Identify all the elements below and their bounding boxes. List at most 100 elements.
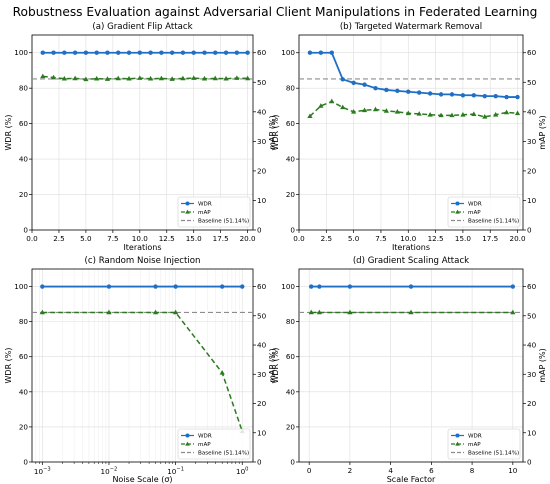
x-tick-label: 4 <box>388 466 393 475</box>
legend-marker <box>185 441 190 446</box>
data-point-map <box>340 104 346 110</box>
data-point-wdr <box>408 284 414 289</box>
y2-tick-label: 40 <box>527 107 537 116</box>
legend: WDR mAP Baseline (51.14%) <box>447 196 521 228</box>
x-tick-label: 15.0 <box>186 234 202 243</box>
legend-box <box>447 428 521 460</box>
y2-axis-label: mAP (%) <box>268 115 277 149</box>
x-tick-label: 2.5 <box>53 234 64 243</box>
data-point-wdr <box>94 50 99 55</box>
data-point-map <box>449 112 455 118</box>
data-point-wdr <box>40 284 45 289</box>
x-tick-label: 10−3 <box>34 467 51 477</box>
y-tick-label: 80 <box>286 317 296 326</box>
y-tick-label: 60 <box>286 352 296 361</box>
data-point-map <box>94 75 100 81</box>
data-point-map <box>347 309 353 315</box>
y-tick-label: 20 <box>19 422 29 431</box>
y2-tick-label: 20 <box>527 166 537 175</box>
legend-box <box>447 196 521 228</box>
y-tick-label: 100 <box>281 282 295 291</box>
legend: WDR mAP Baseline (51.14%) <box>177 196 251 228</box>
data-point-wdr <box>460 93 466 98</box>
y-axis-label: WDR (%) <box>271 114 280 150</box>
data-point-wdr <box>40 50 45 55</box>
y2-tick-label: 10 <box>257 196 267 205</box>
series-line-map <box>42 75 248 81</box>
series-line-map <box>42 311 243 432</box>
y-tick-label: 60 <box>19 352 29 361</box>
data-point-map <box>383 108 390 113</box>
y-axis-label: WDR (%) <box>4 114 13 150</box>
legend-label: mAP <box>468 210 481 216</box>
data-point-wdr <box>438 92 444 97</box>
x-tick-label: 6 <box>429 466 434 475</box>
data-point-map <box>329 98 335 104</box>
legend-label: WDR <box>198 434 212 440</box>
data-point-map <box>126 75 132 81</box>
panel-3: 10−3 10−2 10−1 100 0 20 40 60 80 100 0 10 20 30 40 50 60… <box>4 256 277 484</box>
data-point-map <box>39 309 45 315</box>
y2-tick-label: 20 <box>257 166 267 175</box>
y2-tick-label: 60 <box>257 282 267 291</box>
y2-tick-label: 40 <box>527 341 537 350</box>
y2-tick-label: 20 <box>527 399 537 408</box>
data-point-map <box>514 110 521 116</box>
legend-label: WDR <box>468 202 482 208</box>
data-point-map <box>504 109 510 115</box>
data-point-wdr <box>116 50 121 55</box>
data-point-wdr <box>83 50 89 55</box>
y2-tick-label: 20 <box>257 399 267 408</box>
data-point-wdr <box>510 284 516 289</box>
x-tick-label: 100 <box>236 467 248 477</box>
data-point-wdr <box>395 88 400 94</box>
data-point-wdr <box>169 50 175 55</box>
data-point-wdr <box>240 284 245 289</box>
legend-label: Baseline (51.14%) <box>468 451 519 457</box>
data-point-map <box>40 73 46 79</box>
data-point-wdr <box>105 50 110 55</box>
data-point-wdr <box>406 89 411 94</box>
data-point-map <box>318 103 324 108</box>
legend-marker <box>455 433 460 438</box>
panel-2: 0.0 2.5 5.0 7.5 10.0 12.5 15.0 17.5 20.002040608… <box>271 22 547 252</box>
data-point-map <box>137 75 143 80</box>
panel-1: 0.0 2.5 5.0 7.5 10.0 12.5 15.0 17.5 20.002040608… <box>4 22 277 252</box>
y-tick-label: 20 <box>19 190 29 199</box>
y-tick-label: 0 <box>23 458 28 467</box>
y2-tick-label: 50 <box>257 311 267 320</box>
data-point-map <box>152 309 159 315</box>
axes-frame <box>31 268 254 463</box>
data-point-map <box>212 75 218 81</box>
y2-tick-label: 0 <box>257 458 262 467</box>
data-point-wdr <box>72 50 78 55</box>
data-point-map <box>115 75 121 81</box>
legend-label: WDR <box>468 434 482 440</box>
data-point-map <box>427 111 433 117</box>
y2-tick-label: 40 <box>257 107 267 116</box>
data-point-wdr <box>307 50 313 55</box>
figure-title: Robustness Evaluation against Adversaria… <box>13 5 538 19</box>
x-axis-label: Iterations <box>392 243 430 252</box>
data-point-map <box>308 309 314 315</box>
data-point-wdr <box>340 77 345 82</box>
data-point-map <box>394 109 400 114</box>
data-point-map <box>191 75 197 80</box>
data-point-map <box>219 370 225 375</box>
data-point-wdr <box>219 284 225 289</box>
data-point-map <box>50 74 57 80</box>
data-point-wdr <box>191 50 196 55</box>
legend-box <box>177 428 251 460</box>
data-point-map <box>173 309 179 315</box>
legend-label: mAP <box>198 442 211 448</box>
data-point-wdr <box>159 50 164 55</box>
y-tick-label: 80 <box>19 317 29 326</box>
data-point-map <box>72 75 78 81</box>
x-tick-label: 20.0 <box>240 234 256 243</box>
data-point-map <box>245 75 251 81</box>
y2-tick-label: 10 <box>257 428 267 437</box>
y2-tick-label: 10 <box>527 196 537 205</box>
y2-tick-label: 50 <box>527 311 537 320</box>
x-tick-label: 0.0 <box>26 234 38 243</box>
